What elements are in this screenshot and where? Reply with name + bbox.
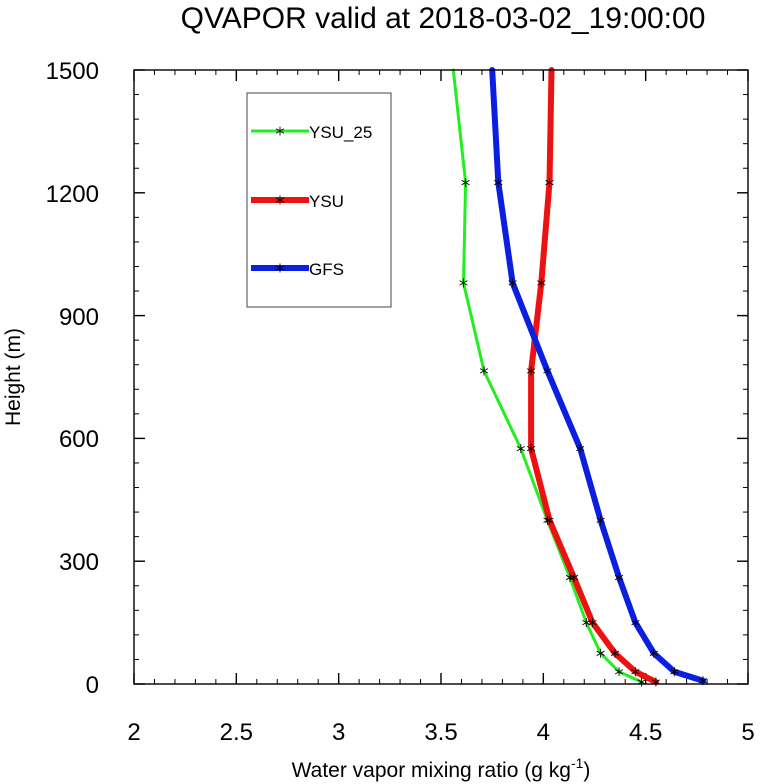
x-tick-label: 4.5 <box>629 719 662 746</box>
x-tick-label: 2 <box>127 719 140 746</box>
marker-ysu-25 <box>565 573 575 583</box>
marker-ysu-25 <box>479 366 489 376</box>
y-tick-label: 300 <box>59 549 99 576</box>
marker-ysu <box>545 515 554 525</box>
x-tick-label: 4 <box>537 719 550 746</box>
legend-marker-ysu <box>275 195 285 205</box>
legend: YSU_25 YSU GFS <box>246 92 392 308</box>
minor-ticks <box>133 69 749 685</box>
x-axis-label: Water vapor mixing ratio (g kg-1) <box>292 755 591 782</box>
series-markers <box>459 178 708 687</box>
marker-gfs <box>543 366 552 376</box>
y-tick-label: 0 <box>86 672 99 699</box>
marker-ysu-25 <box>543 515 552 525</box>
marker-gfs <box>670 667 679 677</box>
x-tick-labels: 2 2.5 3 3.5 4 4.5 5 <box>127 719 754 746</box>
marker-gfs <box>494 178 503 188</box>
chart-title: QVAPOR valid at 2018-03-02_19:00:00 <box>181 2 706 35</box>
marker-gfs <box>649 648 658 658</box>
legend-label-ysu-25: YSU_25 <box>309 123 372 142</box>
x-tick-label: 3 <box>332 719 345 746</box>
marker-ysu-25 <box>582 618 591 628</box>
marker-ysu-25 <box>459 278 468 288</box>
marker-gfs <box>631 618 640 628</box>
marker-ysu-25 <box>461 178 470 188</box>
marker-ysu-25 <box>596 648 605 658</box>
marker-gfs <box>576 444 585 454</box>
series-line-gfs <box>489 67 706 684</box>
y-tick-label: 900 <box>59 304 99 331</box>
marker-ysu <box>545 178 554 188</box>
legend-marker-ysu-25 <box>275 126 285 136</box>
plot-frame <box>133 69 749 685</box>
marker-gfs <box>508 278 517 288</box>
legend-marker-gfs <box>275 263 285 273</box>
y-tick-label: 600 <box>59 426 99 453</box>
marker-ysu <box>537 278 546 288</box>
y-axis-label: Height (m) <box>2 328 25 426</box>
marker-gfs <box>614 573 624 583</box>
x-tick-label: 5 <box>741 719 754 746</box>
x-tick-label: 2.5 <box>220 719 253 746</box>
y-tick-label: 1200 <box>46 181 99 208</box>
major-ticks <box>133 69 749 685</box>
y-tick-label: 1500 <box>46 58 99 85</box>
marker-ysu-25 <box>614 667 624 677</box>
x-tick-label: 3.5 <box>424 719 457 746</box>
marker-gfs <box>596 515 605 525</box>
marker-ysu <box>526 366 536 376</box>
legend-label-ysu: YSU <box>309 192 344 211</box>
marker-ysu <box>610 648 620 658</box>
series-lines <box>451 67 706 685</box>
marker-ysu <box>526 444 536 454</box>
y-tick-labels: 0 300 600 900 1200 1500 <box>46 58 99 699</box>
marker-ysu <box>631 667 640 677</box>
marker-ysu-25 <box>516 444 525 454</box>
marker-ysu <box>588 618 597 628</box>
legend-label-gfs: GFS <box>309 260 344 279</box>
marker-ysu <box>569 573 579 583</box>
